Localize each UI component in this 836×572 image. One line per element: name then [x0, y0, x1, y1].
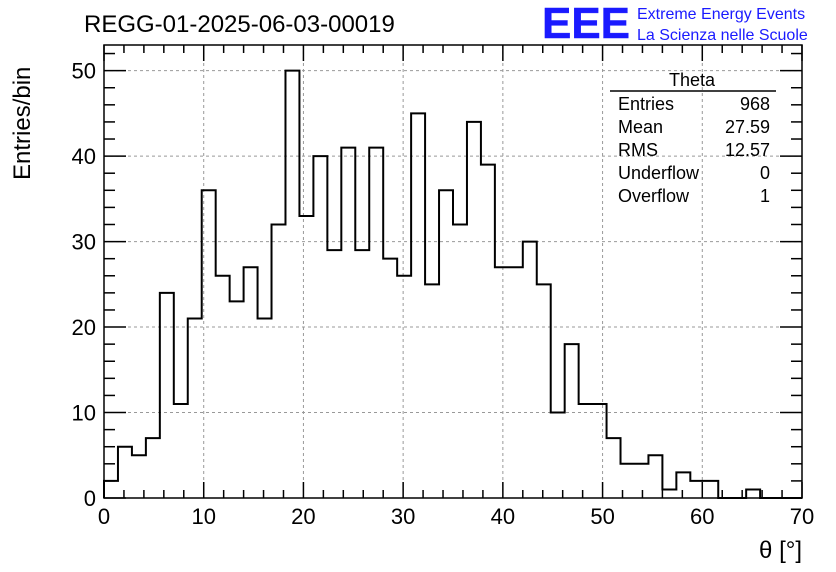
eee-logo-line2: La Scienza nelle Scuole — [637, 27, 808, 44]
stats-row-label: Mean — [618, 117, 663, 137]
histogram-bin — [746, 489, 760, 498]
histogram-bin — [411, 113, 425, 498]
x-tick-label: 70 — [790, 504, 814, 529]
histogram-bin — [202, 190, 216, 498]
stats-row-label: Overflow — [618, 186, 690, 206]
x-tick-label: 60 — [690, 504, 714, 529]
eee-logo-mark: EEE — [542, 0, 630, 48]
histogram-bin — [439, 190, 453, 498]
histogram-bin — [230, 301, 244, 498]
y-tick-label: 40 — [72, 144, 96, 169]
y-tick-label: 30 — [72, 230, 96, 255]
histogram-bin — [565, 344, 579, 498]
x-tick-label: 20 — [291, 504, 315, 529]
histogram-bin — [648, 455, 662, 498]
histogram-bin — [146, 438, 160, 498]
histogram-bin — [216, 276, 230, 498]
histogram-bin — [244, 267, 258, 498]
y-tick-label: 0 — [84, 486, 96, 511]
histogram-bin — [188, 319, 202, 498]
histogram-bin — [537, 284, 551, 498]
histogram-bin — [258, 319, 272, 498]
stats-title: Theta — [669, 70, 716, 90]
stats-row-value: 968 — [740, 94, 770, 114]
x-tick-label: 40 — [491, 504, 515, 529]
histogram-bin — [662, 489, 676, 498]
histogram-bin — [341, 148, 355, 498]
histogram-bin — [523, 242, 537, 498]
stats-rows: Entries 968 Mean 27.59 RMS 12.57 Underflow 0 Ove… — [618, 94, 770, 206]
histogram-bin — [383, 259, 397, 498]
histogram-bin — [704, 481, 718, 498]
x-tick-label: 30 — [391, 504, 415, 529]
stats-box: Theta Entries 968 Mean 27.59 RMS 12.57 Underfl… — [610, 70, 776, 206]
y-tick-label: 10 — [72, 401, 96, 426]
x-tick-label: 50 — [590, 504, 614, 529]
histogram-bin — [593, 404, 607, 498]
eee-logo: EEE Extreme Energy Events La Scienza nel… — [542, 0, 808, 48]
y-tick-label: 20 — [72, 315, 96, 340]
eee-logo-line1: Extreme Energy Events — [637, 6, 805, 23]
histogram-bin — [327, 250, 341, 498]
histogram-bin — [579, 404, 593, 498]
x-tick-label: 0 — [98, 504, 110, 529]
histogram-bin — [272, 224, 286, 498]
y-axis-label: Entries/bin — [9, 67, 36, 180]
y-tick-label: 50 — [72, 59, 96, 84]
chart-title: REGG-01-2025-06-03-00019 — [84, 11, 395, 38]
histogram-bin — [397, 276, 411, 498]
histogram-bin — [551, 413, 565, 498]
x-tick-label: 10 — [191, 504, 215, 529]
histogram-bin — [676, 472, 690, 498]
histogram-series-line — [103, 69, 802, 499]
histogram-bin — [509, 267, 523, 498]
x-axis-label: θ [°] — [759, 537, 802, 564]
stats-row-value: 12.57 — [725, 140, 770, 160]
histogram-bin — [634, 464, 648, 498]
histogram-bin — [425, 284, 439, 498]
grid-lines — [104, 45, 802, 498]
stats-row-value: 0 — [760, 163, 770, 183]
histogram-bin — [607, 438, 621, 498]
histogram-bin — [355, 250, 369, 498]
stats-row-label: RMS — [618, 140, 658, 160]
histogram-bin — [481, 165, 495, 498]
histogram-bin — [118, 447, 132, 498]
histogram-bin — [285, 71, 299, 498]
stats-row-label: Entries — [618, 94, 674, 114]
axis-ticks — [103, 45, 803, 499]
histogram-bin — [495, 267, 509, 498]
histogram-bin — [453, 224, 467, 498]
histogram-bin — [174, 404, 188, 498]
histogram-bin — [160, 293, 174, 498]
plot-frame — [103, 44, 803, 499]
histogram-bin — [299, 216, 313, 498]
stats-row-value: 27.59 — [725, 117, 770, 137]
histogram-bin — [467, 122, 481, 498]
histogram-bin — [369, 148, 383, 498]
stats-row-value: 1 — [760, 186, 770, 206]
histogram-bars — [103, 69, 802, 499]
histogram-bin — [104, 481, 118, 498]
stats-row-label: Underflow — [618, 163, 700, 183]
